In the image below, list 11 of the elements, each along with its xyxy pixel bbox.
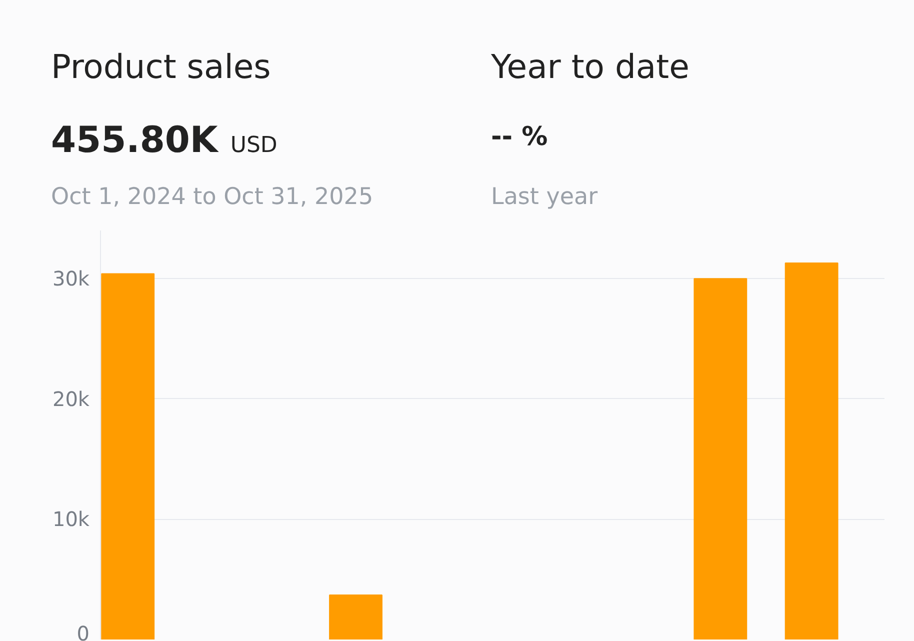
chart-title: Product sales (51, 46, 271, 88)
y-tick-label: 20k (52, 386, 90, 411)
y-tick-label: 30k (52, 266, 90, 291)
text: Last year (491, 183, 598, 212)
chart-subtitle: Oct 1, 2024 to Oct 31, 2025 (51, 183, 374, 212)
text: Year to date (491, 46, 690, 88)
text: 455.80K (51, 120, 218, 161)
text: -- % (491, 121, 548, 154)
y-tick-label: 0 (76, 622, 90, 641)
text: USD (230, 133, 278, 158)
y-tick-label: 10k (52, 507, 90, 532)
